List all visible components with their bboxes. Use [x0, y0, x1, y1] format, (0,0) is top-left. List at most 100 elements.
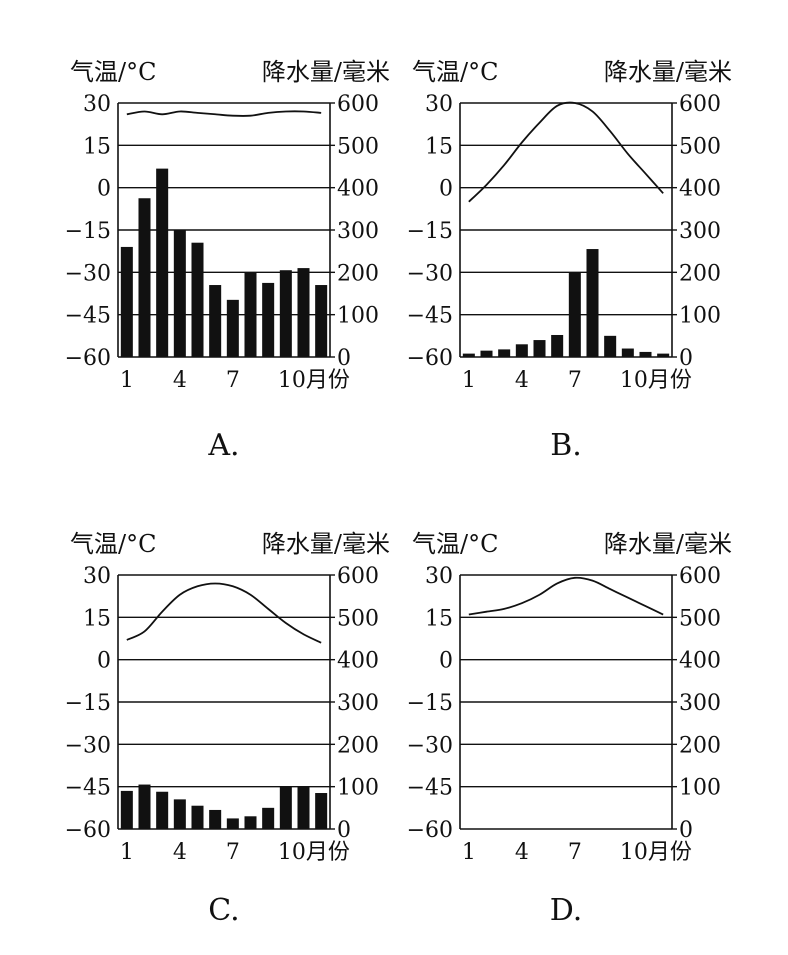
precipitation-bar [515, 344, 528, 357]
temperature-tick-label: −45 [407, 776, 453, 801]
month-tick-label: 10月份 [278, 368, 350, 393]
temperature-axis-title: 气温/°C [70, 530, 156, 558]
precipitation-bar [156, 168, 169, 357]
climate-chart-d: 气温/°C 降水量/毫米 30 15 0 −15 −30 −45 −60 600 500 400 300… [407, 530, 732, 928]
month-tick-label: 10月份 [620, 368, 692, 393]
climate-chart-b: 气温/°C 降水量/毫米 30 15 0 −15 −30 −45 −60 600 500 400 300… [407, 58, 732, 463]
precipitation-bar [209, 285, 222, 357]
precipitation-bar [498, 349, 511, 357]
precipitation-tick-label: 100 [679, 776, 721, 801]
precipitation-tick-label: 400 [679, 649, 721, 674]
precipitation-bar [262, 807, 275, 829]
month-tick-label: 7 [568, 840, 582, 865]
precipitation-tick-label: 100 [337, 776, 379, 801]
precipitation-axis-title: 降水量/毫米 [262, 58, 390, 86]
precipitation-tick-label: 600 [337, 564, 379, 589]
precipitation-tick-label: 300 [337, 691, 379, 716]
precipitation-bar [315, 285, 328, 357]
month-tick-label: 1 [120, 840, 134, 865]
panel-label: B. [550, 428, 582, 463]
precipitation-bar [191, 805, 204, 829]
precipitation-tick-label: 0 [679, 346, 693, 371]
temperature-tick-label: 15 [425, 606, 453, 631]
precipitation-bar [551, 334, 564, 357]
panel-label: C. [208, 893, 239, 928]
precipitation-tick-label: 300 [337, 219, 379, 244]
temperature-line [126, 110, 322, 117]
panel-label: D. [550, 893, 583, 928]
precipitation-tick-label: 200 [679, 261, 721, 286]
temperature-line [126, 582, 322, 644]
temperature-tick-label: −60 [65, 346, 111, 371]
precipitation-tick-label: 300 [679, 219, 721, 244]
temperature-tick-label: −15 [407, 691, 453, 716]
precipitation-bar [120, 246, 133, 357]
month-tick-label: 4 [515, 368, 529, 393]
precipitation-tick-label: 100 [679, 304, 721, 329]
precipitation-bar [138, 784, 151, 829]
precipitation-tick-label: 600 [337, 92, 379, 117]
temperature-tick-label: 15 [83, 606, 111, 631]
precipitation-tick-label: 300 [679, 691, 721, 716]
precipitation-axis-title: 降水量/毫米 [604, 58, 732, 86]
temperature-tick-label: −45 [407, 304, 453, 329]
temperature-line [468, 576, 664, 616]
precipitation-bar [226, 299, 239, 357]
precipitation-bar [244, 816, 257, 829]
precipitation-bar [480, 350, 493, 357]
month-tick-label: 7 [226, 840, 240, 865]
precipitation-bar [586, 249, 599, 357]
month-tick-label: 10月份 [620, 840, 692, 865]
temperature-tick-label: −60 [407, 346, 453, 371]
precipitation-bar [138, 198, 151, 357]
precipitation-bar [120, 790, 133, 829]
temperature-tick-label: −30 [65, 261, 111, 286]
month-tick-label: 1 [462, 368, 476, 393]
temperature-tick-label: −15 [65, 219, 111, 244]
month-tick-label: 1 [120, 368, 134, 393]
temperature-tick-label: −60 [407, 818, 453, 843]
precipitation-tick-label: 500 [679, 606, 721, 631]
precipitation-tick-label: 500 [337, 606, 379, 631]
precipitation-bar [173, 799, 186, 829]
month-tick-label: 7 [226, 368, 240, 393]
precipitation-bar [156, 791, 169, 829]
precipitation-tick-label: 0 [337, 818, 351, 843]
climate-chart-a: 气温/°C 降水量/毫米 30 15 0 −15 −30 −45 −60 600 500 400 300… [65, 58, 390, 463]
panel-label: A. [207, 428, 239, 463]
temperature-tick-label: −60 [65, 818, 111, 843]
precipitation-tick-label: 0 [679, 818, 693, 843]
precipitation-tick-label: 500 [679, 134, 721, 159]
month-tick-label: 10月份 [278, 840, 350, 865]
temperature-tick-label: 30 [83, 564, 111, 589]
temperature-tick-label: 30 [425, 92, 453, 117]
precipitation-tick-label: 400 [337, 649, 379, 674]
precipitation-tick-label: 200 [337, 261, 379, 286]
month-tick-label: 1 [462, 840, 476, 865]
temperature-tick-label: −30 [407, 733, 453, 758]
precipitation-tick-label: 400 [337, 177, 379, 202]
precipitation-tick-label: 600 [679, 92, 721, 117]
month-tick-label: 4 [173, 368, 187, 393]
precipitation-bar [173, 230, 186, 357]
temperature-tick-label: 15 [425, 134, 453, 159]
temperature-tick-label: −30 [65, 733, 111, 758]
precipitation-tick-label: 100 [337, 304, 379, 329]
precipitation-bar [226, 818, 239, 829]
precipitation-bar [209, 809, 222, 829]
precipitation-bar [568, 272, 581, 357]
precipitation-bar [604, 335, 617, 357]
precipitation-bar [297, 268, 310, 357]
temperature-tick-label: 30 [83, 92, 111, 117]
temperature-tick-label: −15 [407, 219, 453, 244]
precipitation-bar [657, 353, 670, 357]
temperature-tick-label: −45 [65, 776, 111, 801]
precipitation-bar [533, 340, 546, 357]
precipitation-bar [244, 272, 257, 357]
precipitation-bar [279, 786, 292, 829]
temperature-tick-label: 0 [439, 177, 453, 202]
precipitation-bar [297, 786, 310, 829]
temperature-tick-label: 0 [97, 649, 111, 674]
temperature-tick-label: 30 [425, 564, 453, 589]
precipitation-axis-title: 降水量/毫米 [604, 530, 732, 558]
